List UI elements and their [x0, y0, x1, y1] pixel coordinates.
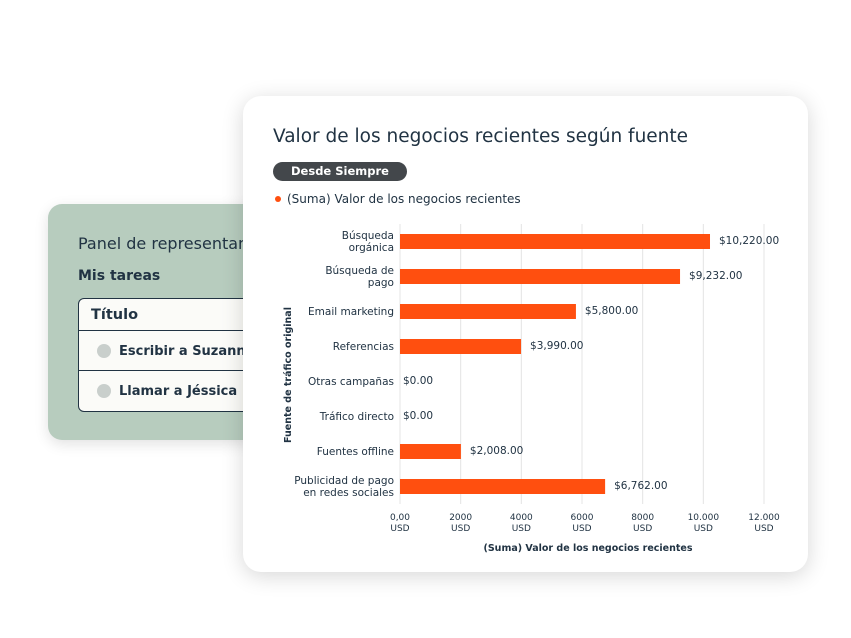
bar — [400, 304, 576, 319]
y-tick-label: Otras campañas — [307, 375, 394, 388]
x-tick-label: 12.000 USD — [748, 513, 780, 534]
task-row[interactable]: Escribir a Suzanne — [79, 330, 299, 371]
panel-title: Panel de representant — [78, 234, 255, 253]
x-tick-label: 10.000 USD — [687, 513, 720, 534]
y-tick-label: Email marketing — [308, 305, 394, 318]
y-axis-title-text: Fuente de tráfico original — [282, 307, 294, 443]
chart — [399, 224, 765, 504]
value-label: $3,990.00 — [530, 339, 584, 352]
y-tick-label: Publicidad de pago en redes sociales — [294, 474, 394, 499]
check-icon — [97, 384, 111, 398]
filter-pill[interactable]: Desde Siempre — [273, 162, 407, 181]
bar — [400, 234, 711, 249]
value-label: $2,008.00 — [469, 444, 524, 457]
x-tick-label: 6000 USD — [570, 513, 594, 534]
value-label: $9,232.00 — [689, 269, 743, 282]
task-row[interactable]: Llamar a Jéssica — [79, 370, 299, 411]
bar — [400, 479, 606, 494]
y-tick-label: Referencias — [332, 340, 394, 353]
task-label: Llamar a Jéssica — [119, 383, 238, 399]
x-tick-label: 0,00 USD — [389, 513, 411, 534]
y-tick-label: Fuentes offline — [316, 445, 394, 458]
check-icon — [97, 344, 111, 358]
x-tick-label: 2000 USD — [449, 513, 473, 534]
panel-subtitle: Mis tareas — [78, 268, 161, 284]
chart-card: Valor de los negocios recientes según fu… — [243, 96, 808, 572]
bar — [400, 339, 522, 354]
legend: (Suma) Valor de los negocios recientes — [275, 192, 521, 206]
bar — [400, 269, 681, 284]
x-tick-label: 8000 USD — [631, 513, 655, 534]
x-tick-label: 4000 USD — [509, 513, 533, 534]
value-label: $0.00 — [403, 374, 434, 387]
x-axis-title-text: (Suma) Valor de los negocios recientes — [483, 543, 693, 554]
value-label: $5,800.00 — [584, 304, 639, 317]
y-tick-label: Búsqueda de pago — [325, 264, 394, 289]
value-label: $10,220.00 — [719, 234, 780, 247]
legend-label: (Suma) Valor de los negocios recientes — [287, 192, 521, 206]
value-label: $0.00 — [403, 409, 434, 422]
bar — [400, 444, 461, 459]
task-label: Escribir a Suzanne — [119, 343, 255, 359]
chart-title: Valor de los negocios recientes según fu… — [273, 126, 689, 147]
y-tick-label: Tráfico directo — [319, 410, 394, 423]
table-header: Título — [91, 307, 139, 323]
value-label: $6,762.00 — [614, 479, 668, 492]
y-tick-label: Búsqueda orgánica — [341, 229, 394, 254]
legend-dot — [275, 196, 281, 202]
